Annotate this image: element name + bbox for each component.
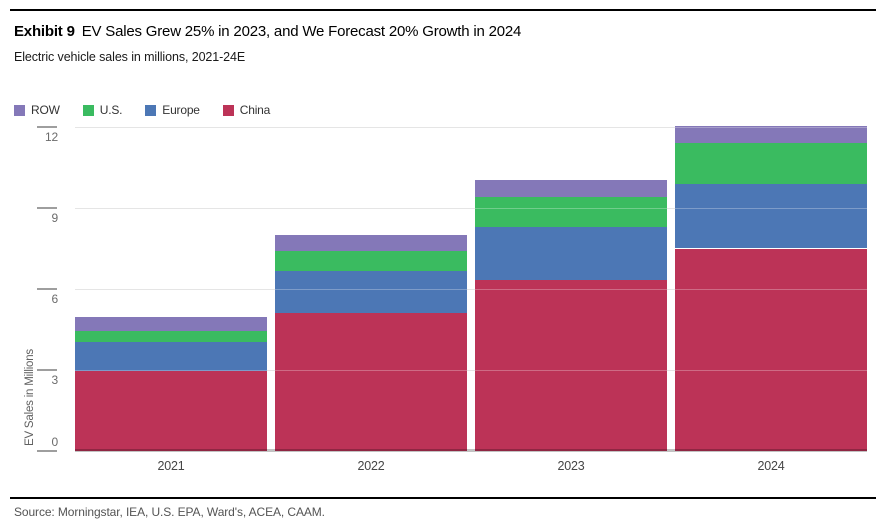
y-tick-12 <box>37 126 57 128</box>
gridline-overlay-6 <box>75 289 867 290</box>
y-tick-6 <box>37 288 57 290</box>
bar-2022-china <box>275 313 467 451</box>
legend-swatch-icon <box>14 104 25 116</box>
bar-2022-us <box>275 251 467 272</box>
exhibit-subtitle: Electric vehicle sales in millions, 2021… <box>14 50 246 64</box>
bar-2022-europe <box>275 271 467 314</box>
bar-2024-china <box>675 248 867 451</box>
bar-2024-us <box>675 143 867 184</box>
legend-item-europe: Europe <box>145 103 200 117</box>
gridline-12 <box>75 127 867 128</box>
gridline-3 <box>75 370 867 371</box>
legend-label: U.S. <box>99 103 123 117</box>
bar-2021-us <box>75 330 267 342</box>
bar-2021-china <box>75 371 267 451</box>
bar-2023-europe <box>475 226 667 280</box>
bar-2023-us <box>475 197 667 227</box>
source-note: Source: Morningstar, IEA, U.S. EPA, Ward… <box>14 505 325 519</box>
y-tick-label-12: 12 <box>45 130 58 144</box>
gridline-overlay-12 <box>75 127 867 128</box>
exhibit-title: Exhibit 9 EV Sales Grew 25% in 2023, and … <box>14 23 521 40</box>
top-rule <box>10 9 876 11</box>
x-label-2023: 2023 <box>557 459 585 473</box>
x-label-2021: 2021 <box>157 459 185 473</box>
bottom-rule <box>10 497 876 499</box>
gridline-overlay-9 <box>75 208 867 209</box>
bar-2023-row <box>475 179 667 198</box>
exhibit-title-text: EV Sales Grew 25% in 2023, and We Foreca… <box>81 23 522 40</box>
y-tick-label-6: 6 <box>51 292 59 306</box>
gridline-overlay-3 <box>75 370 867 371</box>
x-label-2024: 2024 <box>757 459 785 473</box>
bar-2024-row <box>675 125 867 144</box>
x-axis-line <box>75 449 867 452</box>
legend-swatch-icon <box>145 104 157 116</box>
y-tick-3 <box>37 369 57 371</box>
bar-2023-china <box>475 279 667 451</box>
legend-item-us: U.S. <box>82 103 123 117</box>
bar-2021-row <box>75 317 267 331</box>
legend-label: Europe <box>162 103 200 117</box>
y-axis-title: EV Sales in Millions <box>24 349 36 446</box>
legend-swatch-icon <box>222 104 234 116</box>
legend-item-row: ROW <box>14 103 60 117</box>
y-tick-label-9: 9 <box>51 211 59 225</box>
exhibit-number: Exhibit 9 <box>14 23 75 40</box>
bar-2022-row <box>275 235 467 252</box>
bar-2021-europe <box>75 341 267 372</box>
legend-item-china: China <box>222 103 271 117</box>
gridline-6 <box>75 289 867 290</box>
y-tick-0 <box>37 450 57 452</box>
x-label-2022: 2022 <box>357 459 385 473</box>
bar-2024-europe <box>675 183 867 249</box>
legend-label: ROW <box>31 103 60 117</box>
y-tick-label-3: 3 <box>51 373 59 387</box>
y-tick-label-0: 0 <box>51 435 59 449</box>
gridline-9 <box>75 208 867 209</box>
legend-swatch-icon <box>82 104 94 116</box>
legend-label: China <box>239 103 271 117</box>
y-tick-9 <box>37 207 57 209</box>
chart-legend: ROW U.S. Europe China <box>14 103 270 117</box>
